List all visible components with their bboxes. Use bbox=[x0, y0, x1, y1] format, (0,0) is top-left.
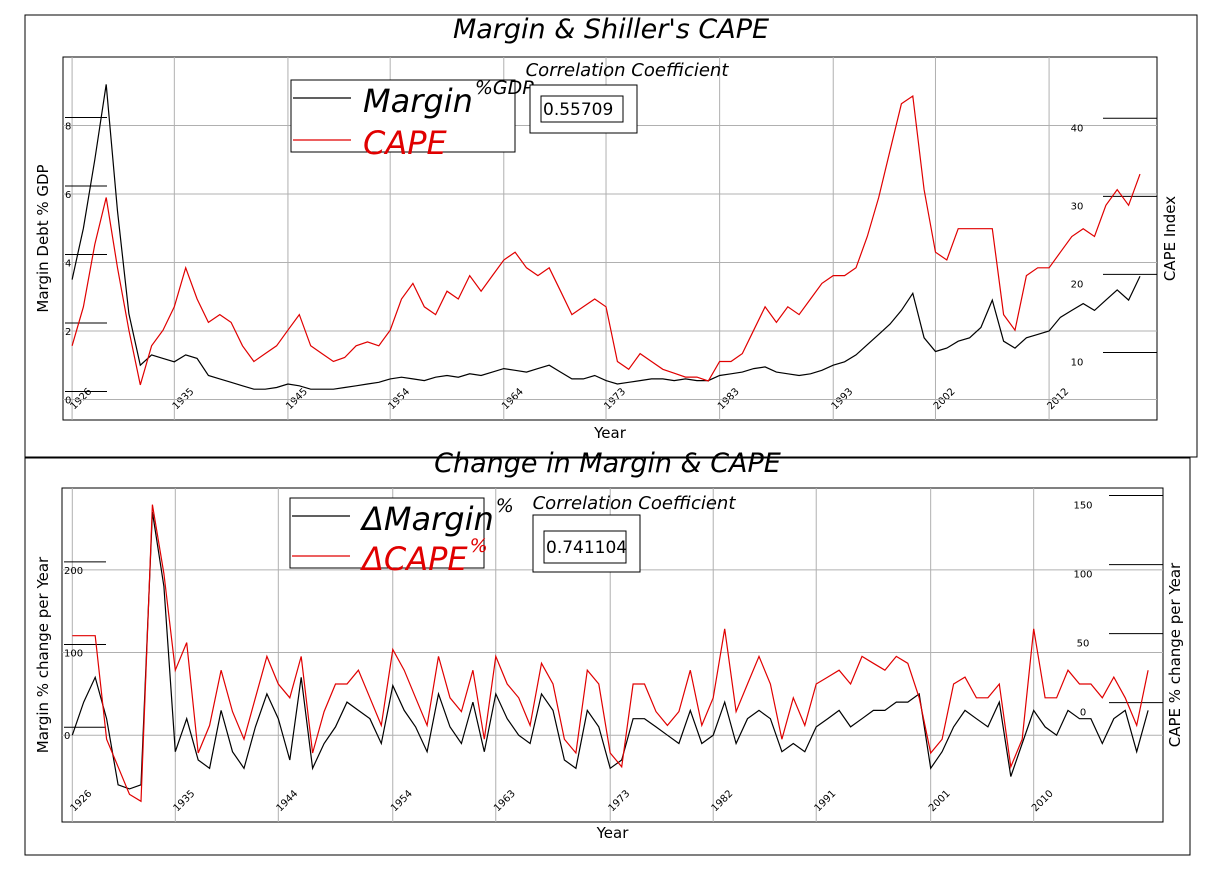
correlation-box bbox=[529, 84, 638, 134]
x-axis-label: Year bbox=[593, 424, 627, 442]
chart-title: Margin & Shiller's CAPE bbox=[453, 14, 769, 45]
y-tick-label: 200 bbox=[64, 566, 83, 577]
legend-superscript: % bbox=[496, 495, 514, 517]
y2-axis-label: CAPE Index bbox=[1161, 196, 1179, 281]
y2-tick-label: 30 bbox=[1071, 201, 1084, 212]
y2-tick-label: 10 bbox=[1071, 357, 1084, 368]
y2-tick-label: 150 bbox=[1073, 501, 1092, 512]
series-line bbox=[71, 84, 1141, 390]
legend-label: CAPE bbox=[363, 124, 448, 162]
y-tick-label: 2 bbox=[65, 327, 71, 338]
panel-frame bbox=[24, 457, 1191, 856]
chart-panel: 1926 1935 1945 1954 1964 1973 1983 1993 2002 2012… bbox=[24, 14, 1198, 458]
x-axis-label: Year bbox=[596, 824, 630, 842]
panel-frame bbox=[24, 14, 1198, 458]
y2-tick-label: 50 bbox=[1077, 639, 1090, 650]
correlation-inner bbox=[543, 530, 627, 564]
y2-tick-label: 0 bbox=[1080, 708, 1086, 719]
correlation-label: Correlation Coefficient bbox=[526, 60, 730, 81]
correlation-value: 0.741104 bbox=[546, 538, 627, 558]
series-line bbox=[72, 504, 1149, 803]
legend-label: ΔCAPE bbox=[359, 540, 468, 578]
y-tick-label: 6 bbox=[65, 190, 71, 201]
chart-title: Change in Margin & CAPE bbox=[434, 448, 781, 479]
correlation-inner bbox=[540, 95, 624, 123]
y2-axis-label: CAPE % change per Year bbox=[1166, 562, 1184, 747]
y-tick-label: 8 bbox=[65, 121, 71, 132]
legend-label: ΔMargin bbox=[359, 500, 494, 538]
y-tick-label: 0 bbox=[64, 731, 70, 742]
chart-panel: 1926 1935 1944 1954 1963 1973 1982 1991 2001 2010… bbox=[24, 448, 1191, 856]
y-axis-label: Margin % change per Year bbox=[34, 556, 52, 753]
correlation-value: 0.55709 bbox=[543, 100, 613, 120]
y-tick-label: 100 bbox=[64, 649, 83, 660]
y2-tick-label: 100 bbox=[1073, 570, 1092, 581]
y-tick-label: 4 bbox=[65, 258, 71, 269]
y2-tick-label: 20 bbox=[1071, 279, 1084, 290]
y-axis-label: Margin Debt % GDP bbox=[34, 164, 52, 312]
legend-superscript: % bbox=[470, 535, 488, 557]
series-line bbox=[71, 511, 1149, 790]
y-tick-label: 0 bbox=[65, 395, 71, 406]
correlation-label: Correlation Coefficient bbox=[533, 493, 737, 514]
series-line bbox=[71, 94, 1141, 386]
y2-tick-label: 40 bbox=[1071, 123, 1084, 134]
legend-superscript: %GDP bbox=[475, 77, 534, 99]
legend-label: Margin bbox=[363, 82, 473, 120]
